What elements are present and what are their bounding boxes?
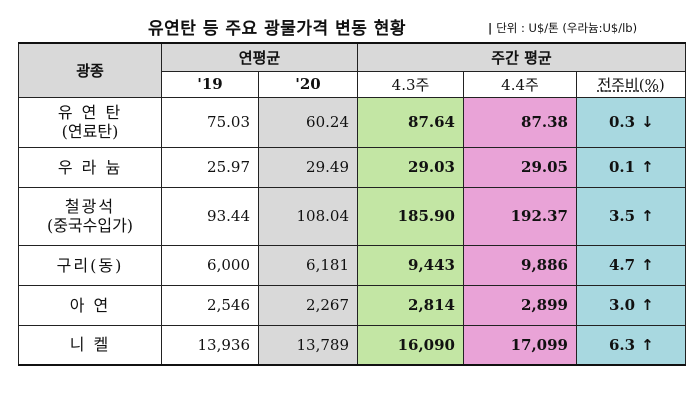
value-2019: 93.44 <box>161 186 259 246</box>
mineral-name: 니 켈 <box>69 335 111 355</box>
page-title: 유연탄 등 주요 광물가격 변동 현황 <box>148 19 407 39</box>
value-week-4-3: 2,814 <box>357 284 464 326</box>
header-mineral: 광종 <box>18 42 162 98</box>
separator: | <box>488 21 493 35</box>
value-week-4-4: 192.37 <box>463 186 577 246</box>
wow-change-cell: 4.7 ↑ <box>575 244 687 286</box>
wow-change-value: 3.0 <box>608 296 636 314</box>
value-2019: 75.03 <box>161 96 259 148</box>
value-2020: 60.24 <box>258 96 358 148</box>
value-2020: 29.49 <box>258 146 358 188</box>
mineral-name: 구리(동) <box>56 255 124 275</box>
wow-change-cell: 6.3 ↑ <box>575 324 687 366</box>
value-2020: 13,789 <box>258 324 358 366</box>
mineral-name-cell: 우 라 늄 <box>18 146 162 188</box>
arrow-up-icon: ↑ <box>641 256 654 274</box>
value-week-4-3: 87.64 <box>357 96 464 148</box>
mineral-name: 유 연 탄 <box>57 103 123 122</box>
wow-change-cell: 3.5 ↑ <box>575 186 687 246</box>
wow-change-cell: 3.0 ↑ <box>575 284 687 326</box>
value-2020: 108.04 <box>258 186 358 246</box>
header-week-4-4: 4.4주 <box>463 70 577 98</box>
value-2019: 25.97 <box>161 146 259 188</box>
wow-change-cell: 0.1 ↑ <box>575 146 687 188</box>
header-row-2: '19 '20 4.3주 4.4주 전주비(%) <box>19 70 687 98</box>
header-row-1: 광종 연평균 주간 평균 <box>18 42 687 98</box>
value-week-4-4: 2,899 <box>463 284 577 326</box>
arrow-up-icon: ↑ <box>641 296 654 314</box>
mineral-name-cell: 철광석 (중국수입가) <box>18 186 162 246</box>
value-2020: 6,181 <box>258 244 358 286</box>
mineral-name-cell: 유 연 탄 (연료탄) <box>18 96 162 148</box>
mineral-name: 아 연 <box>69 295 111 315</box>
mineral-price-table: 광종 연평균 주간 평균 '19 '20 4.3주 4.4주 전주비(%) 유 … <box>18 42 687 366</box>
arrow-up-icon: ↑ <box>641 158 654 176</box>
table-row: 니 켈 13,936 13,789 16,090 17,099 6.3 ↑ <box>18 324 687 366</box>
arrow-up-icon: ↑ <box>641 207 654 225</box>
header-2020: '20 <box>258 70 358 98</box>
mineral-name: 우 라 늄 <box>57 157 123 177</box>
wow-change-value: 0.1 <box>608 158 636 176</box>
wow-change-value: 3.5 <box>608 207 636 225</box>
value-week-4-4: 29.05 <box>463 146 577 188</box>
header-weekly-avg: 주간 평균 <box>356 42 687 72</box>
table-row: 우 라 늄 25.97 29.49 29.03 29.05 0.1 ↑ <box>18 146 687 188</box>
table-row: 구리(동) 6,000 6,181 9,443 9,886 4.7 ↑ <box>18 244 687 286</box>
mineral-subname: (중국수입가) <box>46 216 134 235</box>
value-week-4-4: 9,886 <box>463 244 577 286</box>
arrow-down-icon: ↓ <box>641 113 654 131</box>
wow-change-value: 0.3 <box>608 113 636 131</box>
mineral-name-cell: 니 켈 <box>18 324 162 366</box>
value-2019: 2,546 <box>161 284 259 326</box>
arrow-up-icon: ↑ <box>641 335 654 354</box>
header-2019: '19 <box>161 70 259 98</box>
header-wow-change: 전주비(%) <box>575 70 687 98</box>
unit-note: | 단위 : U$/톤 (우라늄:U$/lb) <box>488 20 637 36</box>
wow-change-value: 6.3 <box>608 335 636 354</box>
unit-text: 단위 : U$/톤 (우라늄:U$/lb) <box>496 21 638 35</box>
value-week-4-3: 29.03 <box>357 146 464 188</box>
value-2019: 6,000 <box>161 244 259 286</box>
table-row: 유 연 탄 (연료탄) 75.03 60.24 87.64 87.38 0.3 ↓ <box>18 96 687 148</box>
value-week-4-4: 17,099 <box>463 324 577 366</box>
mineral-name-cell: 구리(동) <box>18 244 162 286</box>
header-annual-avg: 연평균 <box>161 42 358 72</box>
mineral-name: 철광석 <box>64 197 116 216</box>
header-wow-change-label: 전주비(%) <box>597 75 665 94</box>
value-week-4-3: 16,090 <box>357 324 464 366</box>
value-week-4-3: 185.90 <box>357 186 464 246</box>
value-2019: 13,936 <box>161 324 259 366</box>
table-row: 철광석 (중국수입가) 93.44 108.04 185.90 192.37 3.5 ↑ <box>18 186 687 246</box>
value-2020: 2,267 <box>258 284 358 326</box>
mineral-subname: (연료탄) <box>61 122 119 141</box>
mineral-name-cell: 아 연 <box>18 284 162 326</box>
value-week-4-3: 9,443 <box>357 244 464 286</box>
header-week-4-3: 4.3주 <box>357 70 464 98</box>
title-row: 유연탄 등 주요 광물가격 변동 현황 | 단위 : U$/톤 (우라늄:U$/l… <box>0 0 700 44</box>
table-row: 아 연 2,546 2,267 2,814 2,899 3.0 ↑ <box>18 284 687 326</box>
value-week-4-4: 87.38 <box>463 96 577 148</box>
wow-change-cell: 0.3 ↓ <box>575 96 687 148</box>
wow-change-value: 4.7 <box>608 256 636 274</box>
